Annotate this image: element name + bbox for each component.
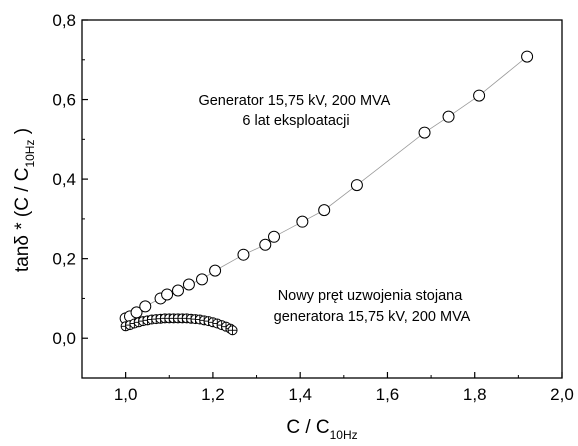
y-tick-label: 0,6	[52, 91, 76, 110]
annotation-new-bar-line1: Nowy pręt uzwojenia stojana	[278, 288, 464, 304]
data-point-aged	[473, 89, 486, 102]
data-point-aged	[521, 50, 534, 63]
x-tick-label: 1,4	[288, 385, 312, 404]
plot-frame	[81, 19, 563, 379]
annotation-aged-generator: Generator 15,75 kV, 200 MVA 6 lat eksplo…	[198, 93, 393, 129]
annotation-new-bar: Nowy pręt uzwojenia stojana generatora 1…	[274, 288, 471, 325]
data-point-aged	[209, 264, 222, 277]
y-tick-label: 0,0	[52, 329, 76, 348]
x-tick-label: 1,2	[201, 385, 225, 404]
x-tick-label: 1,8	[463, 385, 487, 404]
data-point-aged	[259, 238, 272, 251]
data-point-aged	[237, 248, 250, 261]
annotation-new-bar-line2: generatora 15,75 kV, 200 MVA	[274, 309, 471, 325]
data-point-aged	[161, 288, 174, 301]
series-layer	[119, 50, 534, 336]
data-point-aged	[196, 273, 208, 286]
data-point-aged	[268, 230, 280, 243]
x-axis-ticks: 1,0 1,2 1,4 1,6 1,8 2,0	[114, 372, 574, 404]
data-point-aged	[442, 110, 455, 123]
annotation-aged-generator-line1: Generator 15,75 kV, 200 MVA	[198, 93, 390, 109]
y-tick-label: 0,8	[52, 11, 76, 30]
data-point-new	[227, 325, 238, 336]
data-point-aged	[172, 284, 184, 297]
data-point-aged	[418, 126, 431, 139]
annotation-aged-generator-line2: 6 lat eksploatacji	[242, 113, 349, 129]
data-point-aged	[318, 204, 331, 217]
y-tick-label: 0,2	[52, 250, 76, 269]
x-tick-label: 1,6	[376, 385, 400, 404]
data-point-aged	[182, 278, 195, 291]
data-point-aged	[350, 179, 363, 192]
x-tick-label: 1,0	[114, 385, 138, 404]
data-point-aged	[296, 215, 309, 228]
y-axis-label: tanδ * (C / C10Hz )	[12, 128, 37, 272]
y-tick-label: 0,4	[52, 170, 76, 189]
y-axis-ticks: 0,0 0,2 0,4 0,6 0,8	[52, 11, 88, 379]
x-tick-label: 2,0	[550, 385, 574, 404]
data-point-aged	[139, 300, 152, 313]
x-axis-label: C / C10Hz	[286, 417, 357, 442]
